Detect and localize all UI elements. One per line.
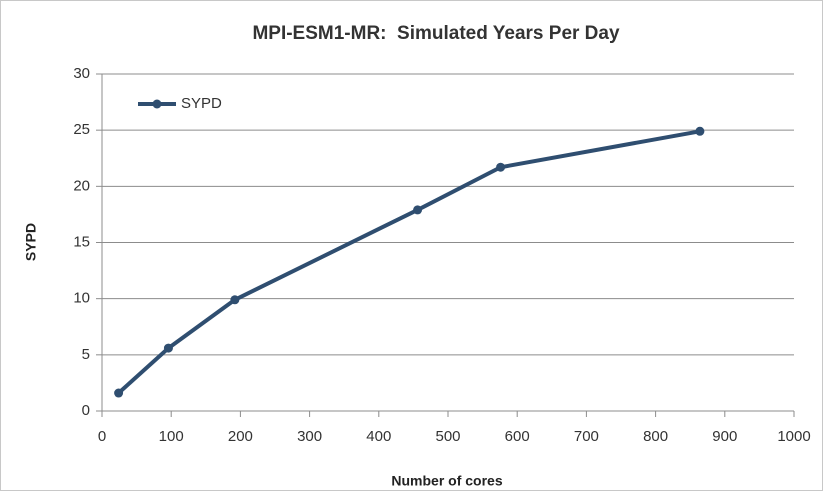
- x-tick-label: 600: [505, 428, 530, 445]
- y-tick-label: 0: [82, 402, 90, 419]
- x-tick-label: 800: [643, 428, 668, 445]
- x-tick-label: 900: [712, 428, 737, 445]
- x-tick-label: 0: [98, 428, 106, 445]
- data-point: [496, 162, 506, 172]
- y-tick-label: 30: [73, 65, 90, 82]
- x-tick-label: 700: [574, 428, 599, 445]
- x-tick-label: 500: [435, 428, 460, 445]
- x-axis-title: Number of cores: [391, 473, 502, 489]
- x-tick-label: 400: [366, 428, 391, 445]
- y-tick-label: 15: [73, 233, 90, 250]
- data-point: [413, 205, 423, 215]
- y-tick-label: 10: [73, 290, 90, 307]
- x-tick-label: 100: [159, 428, 184, 445]
- chart-title: MPI-ESM1-MR: Simulated Years Per Day: [252, 23, 620, 44]
- legend-marker: [152, 99, 162, 109]
- x-tick-label: 1000: [777, 428, 810, 445]
- x-tick-label: 200: [228, 428, 253, 445]
- y-tick-label: 25: [73, 121, 90, 138]
- y-axis-title: SYPD: [23, 223, 39, 261]
- x-tick-label: 300: [297, 428, 322, 445]
- data-point: [230, 295, 240, 305]
- legend-label: SYPD: [181, 95, 222, 112]
- data-point: [114, 388, 124, 398]
- data-point: [163, 343, 173, 353]
- data-line: [117, 129, 701, 395]
- y-tick-label: 5: [82, 346, 90, 363]
- y-tick-label: 20: [73, 177, 90, 194]
- data-point: [695, 126, 705, 136]
